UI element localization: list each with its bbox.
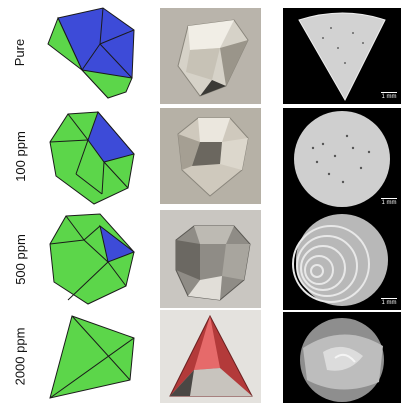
row-2000ppm: 2000 ppm xyxy=(0,310,414,403)
scale-bar: 1 mm xyxy=(381,92,397,100)
row-pure: Pure 1 mm xyxy=(0,0,414,104)
sem-image xyxy=(283,312,401,403)
scale-bar-label: 1 mm xyxy=(381,94,397,100)
crystal-photo xyxy=(160,108,261,204)
scale-bar-label: 1 mm xyxy=(381,300,397,306)
row-label-text: 2000 ppm xyxy=(12,327,28,386)
crystal-model xyxy=(49,213,136,305)
crystal-photo xyxy=(160,210,261,308)
crystal-photo xyxy=(160,8,261,104)
row-label: 100 ppm xyxy=(6,104,34,208)
row-100ppm: 100 ppm 1 mm xyxy=(0,104,414,210)
sem-image: 1 mm xyxy=(283,210,401,310)
row-label-text: 500 ppm xyxy=(12,233,28,285)
row-label: 500 ppm xyxy=(6,208,34,310)
scale-bar-label: 1 mm xyxy=(381,200,397,206)
row-label: 2000 ppm xyxy=(6,310,34,403)
sem-image: 1 mm xyxy=(283,108,401,210)
crystal-model xyxy=(47,7,135,99)
sem-image: 1 mm xyxy=(283,8,401,104)
row-label-text: Pure xyxy=(12,38,28,66)
scale-bar: 1 mm xyxy=(381,298,397,306)
row-500ppm: 500 ppm 1 mm xyxy=(0,208,414,310)
crystal-photo xyxy=(160,310,261,403)
row-label: Pure xyxy=(6,0,34,104)
crystal-model xyxy=(49,111,135,205)
scale-bar: 1 mm xyxy=(381,198,397,206)
row-label-text: 100 ppm xyxy=(12,130,28,182)
crystal-model xyxy=(49,315,135,399)
